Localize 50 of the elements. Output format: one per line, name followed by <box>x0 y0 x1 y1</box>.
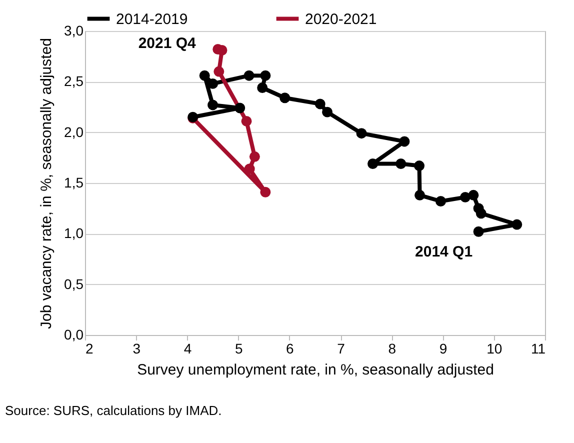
point <box>512 219 522 230</box>
point <box>280 92 290 104</box>
source-note: Source: SURS, calculations by IMAD. <box>5 403 222 418</box>
point <box>356 128 367 139</box>
y-tick-label: 1,0 <box>64 225 84 242</box>
x-tick-label: 10 <box>486 340 502 356</box>
point <box>208 78 218 89</box>
point <box>399 136 410 147</box>
point <box>435 196 446 206</box>
y-axis-title: Job vacancy rate, in %, seasonally adjusted <box>38 38 56 329</box>
point <box>260 70 271 81</box>
point <box>322 106 333 118</box>
x-tick-label: 5 <box>234 340 243 356</box>
x-axis-title: Survey unemployment rate, in %, seasonally adjusted <box>137 362 494 378</box>
legend-label: 2020-2021 <box>305 10 377 28</box>
annotation: 2014 Q1 <box>415 244 473 261</box>
y-tick-label: 2,5 <box>64 73 84 90</box>
annotation: 2021 Q4 <box>138 35 197 52</box>
point <box>234 102 246 114</box>
y-tick-label: 1,5 <box>64 174 84 190</box>
x-tick-label: 4 <box>184 340 192 356</box>
point <box>473 203 484 214</box>
y-tick-label: 3,0 <box>64 22 84 38</box>
point <box>244 164 255 174</box>
point <box>214 66 224 77</box>
point <box>414 160 425 172</box>
point <box>249 151 260 162</box>
x-tick-label: 8 <box>388 340 396 356</box>
x-tick-label: 7 <box>337 340 346 356</box>
x-tick-label: 6 <box>286 340 294 356</box>
point <box>241 116 252 126</box>
point <box>368 158 378 169</box>
x-tick-label: 2 <box>86 340 94 356</box>
point <box>460 192 471 202</box>
point <box>414 190 426 200</box>
point <box>208 100 218 110</box>
x-tick-label: 3 <box>132 340 141 356</box>
x-tick-label: 11 <box>530 340 546 356</box>
point <box>257 82 268 93</box>
y-tick-label: 0,5 <box>64 276 84 292</box>
point <box>260 186 271 198</box>
y-tick-label: 0,0 <box>64 326 84 342</box>
y-tick-label: 2,0 <box>64 124 84 140</box>
point <box>396 158 406 169</box>
point <box>473 226 484 237</box>
x-tick-label: 9 <box>439 340 448 356</box>
point <box>244 70 254 81</box>
legend-label: 2014-2019 <box>116 10 188 28</box>
point <box>199 70 210 81</box>
point <box>314 98 326 110</box>
